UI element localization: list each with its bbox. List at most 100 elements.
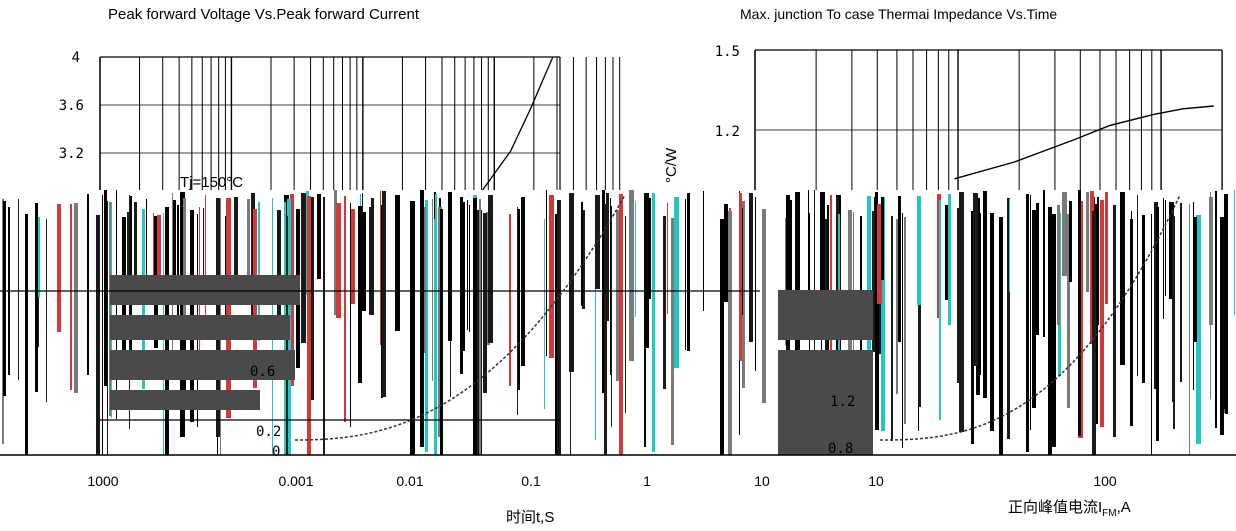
glitch-stripe: [904, 217, 906, 424]
glitch-stripe: [3, 201, 6, 396]
right-series-line: [954, 105, 1214, 180]
glitch-stripe: [146, 199, 147, 291]
right-chart-frame: [754, 49, 1223, 190]
glitch-stripe: [1043, 190, 1045, 337]
glitch-stripe: [1105, 192, 1108, 304]
glitch-stripe: [258, 202, 260, 341]
glitch-stripe: [234, 197, 238, 298]
glitch-stripe: [877, 204, 882, 304]
glitch-stripe: [671, 218, 674, 445]
glitch-stripe: [1057, 205, 1060, 325]
glitch-stripe: [1095, 204, 1098, 424]
glitch-stripe: [410, 201, 415, 455]
glitch-stripe: [555, 214, 557, 455]
glitch-stripe: [488, 195, 493, 343]
glitch-stripe: [917, 196, 921, 305]
glitch-stripe: [875, 192, 878, 326]
glitch-stripe: [74, 203, 78, 393]
glitch-stripe: [361, 212, 366, 311]
glitch-stripe: [307, 196, 311, 455]
glitch-stripe: [277, 210, 281, 330]
glitch-stripe: [1100, 200, 1104, 427]
glitch-stripe: [959, 192, 964, 432]
bottom-right-xlabel-sub: FM: [1102, 508, 1117, 519]
glitch-stripe: [611, 206, 612, 427]
glitch-stripe: [420, 190, 424, 447]
glitch-stripe: [881, 197, 885, 431]
glitch-stripe: [310, 197, 314, 400]
glitch-stripe: [1169, 202, 1174, 299]
glitch-block: [110, 275, 300, 305]
glitch-stripe: [945, 205, 948, 300]
glitch-stripe: [1156, 207, 1159, 441]
glitch-stripe: [973, 193, 978, 366]
glitch-stripe: [317, 194, 321, 279]
glitch-stripe: [1215, 191, 1217, 428]
glitch-stripe: [183, 198, 186, 315]
glitch-stripe: [334, 190, 337, 315]
glitch-block: [110, 315, 290, 340]
xtick-0-01: 0.01: [396, 473, 423, 489]
glitch-stripe: [1210, 192, 1211, 399]
glitch-stripe: [646, 193, 649, 348]
glitch-stripe: [172, 200, 176, 283]
xtick-0-001: 0.001: [278, 473, 313, 489]
glitch-stripe: [107, 201, 108, 455]
glitch-stripe: [569, 193, 574, 372]
glitch-stripe: [918, 205, 921, 407]
glitch-stripe: [109, 202, 111, 416]
glitch-stripe: [749, 193, 753, 342]
glitch-stripe: [57, 204, 61, 332]
glitch-stripe: [724, 204, 728, 302]
glitch-stripe: [323, 197, 325, 455]
bottom-right-ytick-0-8: 0.8: [828, 441, 853, 457]
glitch-stripe: [898, 196, 901, 342]
xtick-100: 100: [1093, 473, 1117, 489]
glitch-stripe: [127, 212, 130, 305]
glitch-block: [778, 420, 873, 455]
glitch-stripe: [153, 213, 154, 297]
glitch-stripe: [582, 210, 585, 309]
glitch-stripe: [448, 192, 452, 341]
glitch-stripe: [350, 203, 351, 427]
glitch-stripe: [785, 218, 786, 345]
glitch-stripe: [1048, 207, 1052, 455]
xtick-10-left: 10: [754, 473, 770, 489]
glitch-stripe: [948, 194, 951, 325]
glitch-stripe: [521, 197, 525, 366]
glitch-stripe: [46, 219, 47, 402]
glitch-stripe: [755, 197, 756, 371]
glitch-stripe: [395, 195, 400, 331]
glitch-stripe: [990, 213, 994, 431]
glitch-stripe: [225, 216, 226, 321]
right-ylabel: °C/W: [663, 147, 680, 183]
glitch-stripe: [517, 207, 518, 415]
left-chart-frame: [99, 56, 621, 190]
glitch-stripe: [881, 197, 884, 280]
bottom-right-xlabel-main: 正向峰值电流I: [1008, 499, 1103, 516]
temperature-annotation: Tj=150°C: [180, 174, 243, 191]
bottom-right-series-line: [880, 194, 1181, 441]
glitch-stripe: [635, 201, 636, 317]
glitch-stripe: [87, 194, 89, 375]
xtick-0-1: 0.1: [521, 473, 541, 489]
glitch-stripe: [570, 215, 571, 455]
xtick-1000: 1000: [87, 473, 118, 489]
glitch-stripe: [1151, 214, 1152, 455]
glitch-stripe: [177, 205, 179, 337]
bottom-right-xlabel-suffix: ,A: [1116, 499, 1131, 516]
glitch-stripe: [1026, 194, 1029, 452]
glitch-stripe: [35, 203, 38, 392]
glitch-stripe: [595, 195, 596, 440]
glitch-stripe: [667, 203, 668, 314]
glitch-stripe: [808, 190, 809, 306]
glitch-stripe: [425, 200, 428, 452]
bottom-left-ytick-0-2: 0.2: [256, 424, 281, 440]
glitch-stripe: [18, 199, 19, 380]
glitch-stripe: [604, 204, 607, 455]
glitch-stripe: [1113, 205, 1116, 437]
glitch-stripe: [1062, 192, 1067, 276]
glitch-stripe: [629, 190, 634, 361]
glitch-stripe: [205, 195, 206, 330]
